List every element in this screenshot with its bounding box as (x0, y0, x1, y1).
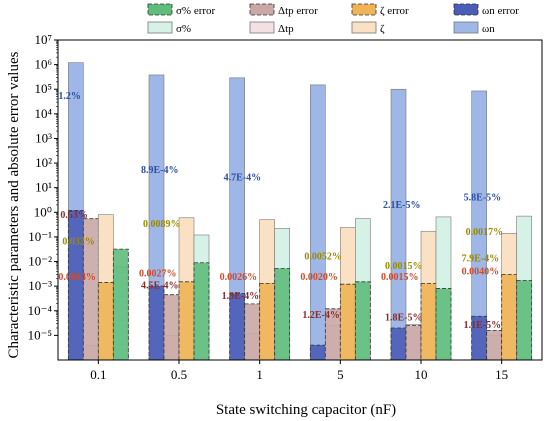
bar-omegan-error-0 (67, 209, 84, 361)
legend-swatch-sigma (147, 21, 173, 34)
bar-zeta-error-2 (259, 282, 276, 361)
bar-omegan-error-1 (148, 285, 165, 361)
legend-swatch-omegan-error (453, 3, 479, 16)
data-label: 1.2E-4% (302, 310, 340, 321)
data-label: 7.9E-4% (462, 254, 500, 265)
y-tick-label: 10⁻³ (28, 278, 52, 293)
bar-zeta-error-4 (420, 282, 437, 361)
data-label: 0.032% (62, 236, 94, 247)
data-label: 0.0027% (139, 268, 177, 279)
data-label: 5.8E-5% (464, 193, 502, 204)
bar-sigma-error-0 (112, 248, 129, 361)
legend-label-sigma: σ% (176, 23, 191, 35)
legend-swatch-sigma-error (147, 3, 173, 16)
data-label: 0.53% (60, 210, 87, 221)
legend-label-deltatp: Δtp (278, 23, 294, 35)
y-tick-label: 10⁴ (34, 106, 52, 121)
y-tick-label: 10¹ (35, 180, 52, 195)
bar-zeta-error-3 (339, 283, 356, 361)
legend-swatch-zeta-error (351, 3, 377, 16)
bar-deltatp-error-5 (486, 329, 503, 361)
annotations: 1.2% 0.53% 0.032% 0.0014% 8.9E-4% 0.0089% 0.00… (58, 91, 503, 331)
y-tick-label: 10² (35, 155, 52, 170)
x-axis-title: State switching capacitor (nF) (216, 402, 396, 418)
bar-omegan-error-2 (229, 293, 246, 361)
y-tick-label: 10⁷ (34, 32, 52, 47)
data-label: 0.0040% (462, 266, 500, 277)
x-tick-label: 1 (256, 367, 263, 382)
legend-label-deltatp-error: Δtp error (278, 5, 318, 17)
legend-label-zeta-error: ζ error (380, 5, 409, 17)
bars (67, 62, 533, 361)
data-label: 0.0017% (466, 227, 504, 238)
data-label: 0.0089% (143, 219, 181, 230)
bar-deltatp-error-1 (163, 294, 180, 361)
axes: 10⁻⁵10⁻⁴10⁻³10⁻²10⁻¹10⁰10¹10²10³10⁴10⁵10… (28, 32, 543, 382)
data-label: 0.0020% (300, 272, 338, 283)
bar-zeta-error-1 (178, 281, 195, 361)
y-tick-label: 10⁻⁵ (28, 327, 52, 342)
x-tick-label: 10 (415, 367, 428, 382)
legend-swatch-omegan (453, 21, 479, 34)
data-label: 0.0015% (385, 261, 423, 272)
plot-frame (57, 39, 543, 361)
legend-label-omegan: ωn (482, 23, 495, 35)
y-tick-label: 10⁰ (34, 204, 52, 219)
data-label: 8.9E-4% (141, 165, 179, 176)
y-tick-label: 10⁻⁴ (28, 303, 53, 318)
legend-swatch-deltatp-error (249, 3, 275, 16)
data-label: 1.9E-4% (222, 291, 260, 302)
y-tick-label: 10³ (35, 130, 52, 145)
legend-label-zeta: ζ (380, 23, 385, 35)
bar-zeta-error-5 (501, 274, 518, 361)
y-tick-label: 10⁻² (28, 254, 52, 269)
data-label: 4.5E-4% (141, 281, 179, 292)
legend-swatch-deltatp (249, 21, 275, 34)
data-label: 1.1E-5% (464, 320, 502, 331)
y-axis-title: Characteristic parameters and absolute e… (6, 51, 22, 358)
legend: σ% error Δtp error ζ error ωn error σ% Δtp ζ ωn (147, 3, 519, 35)
bar-sigma-error-5 (516, 280, 533, 361)
bar-zeta-error-0 (97, 282, 114, 361)
data-label: 2.1E-5% (383, 200, 421, 211)
bar-deltatp-error-4 (405, 325, 422, 361)
legend-label-omegan-error: ωn error (482, 5, 519, 17)
bar-sigma-error-1 (193, 262, 210, 361)
data-label: 0.0026% (220, 272, 258, 283)
legend-label-sigma-error: σ% error (176, 5, 216, 17)
legend-swatch-zeta (351, 21, 377, 34)
bar-omegan-error-4 (390, 327, 407, 361)
y-tick-label: 10⁶ (34, 57, 52, 72)
x-tick-label: 0.5 (171, 367, 187, 382)
data-label: 0.0015% (381, 272, 419, 283)
y-tick-label: 10⁵ (34, 81, 52, 96)
data-label: 0.0014% (58, 272, 95, 283)
bar-sigma-error-3 (354, 281, 371, 361)
x-tick-label: 0.1 (90, 367, 106, 382)
data-label: 0.0052% (304, 252, 342, 263)
data-label: 4.7E-4% (224, 172, 262, 183)
data-label: 1.2% (58, 91, 80, 102)
bar-sigma-error-2 (274, 268, 291, 361)
x-tick-label: 15 (495, 367, 508, 382)
bar-omegan-error-3 (309, 344, 326, 361)
bar-sigma-error-4 (435, 288, 452, 361)
y-tick-label: 10⁻¹ (28, 229, 52, 244)
data-label: 1.8E-5% (385, 313, 423, 324)
bar-deltatp-error-2 (244, 303, 261, 361)
x-tick-label: 5 (337, 367, 344, 382)
